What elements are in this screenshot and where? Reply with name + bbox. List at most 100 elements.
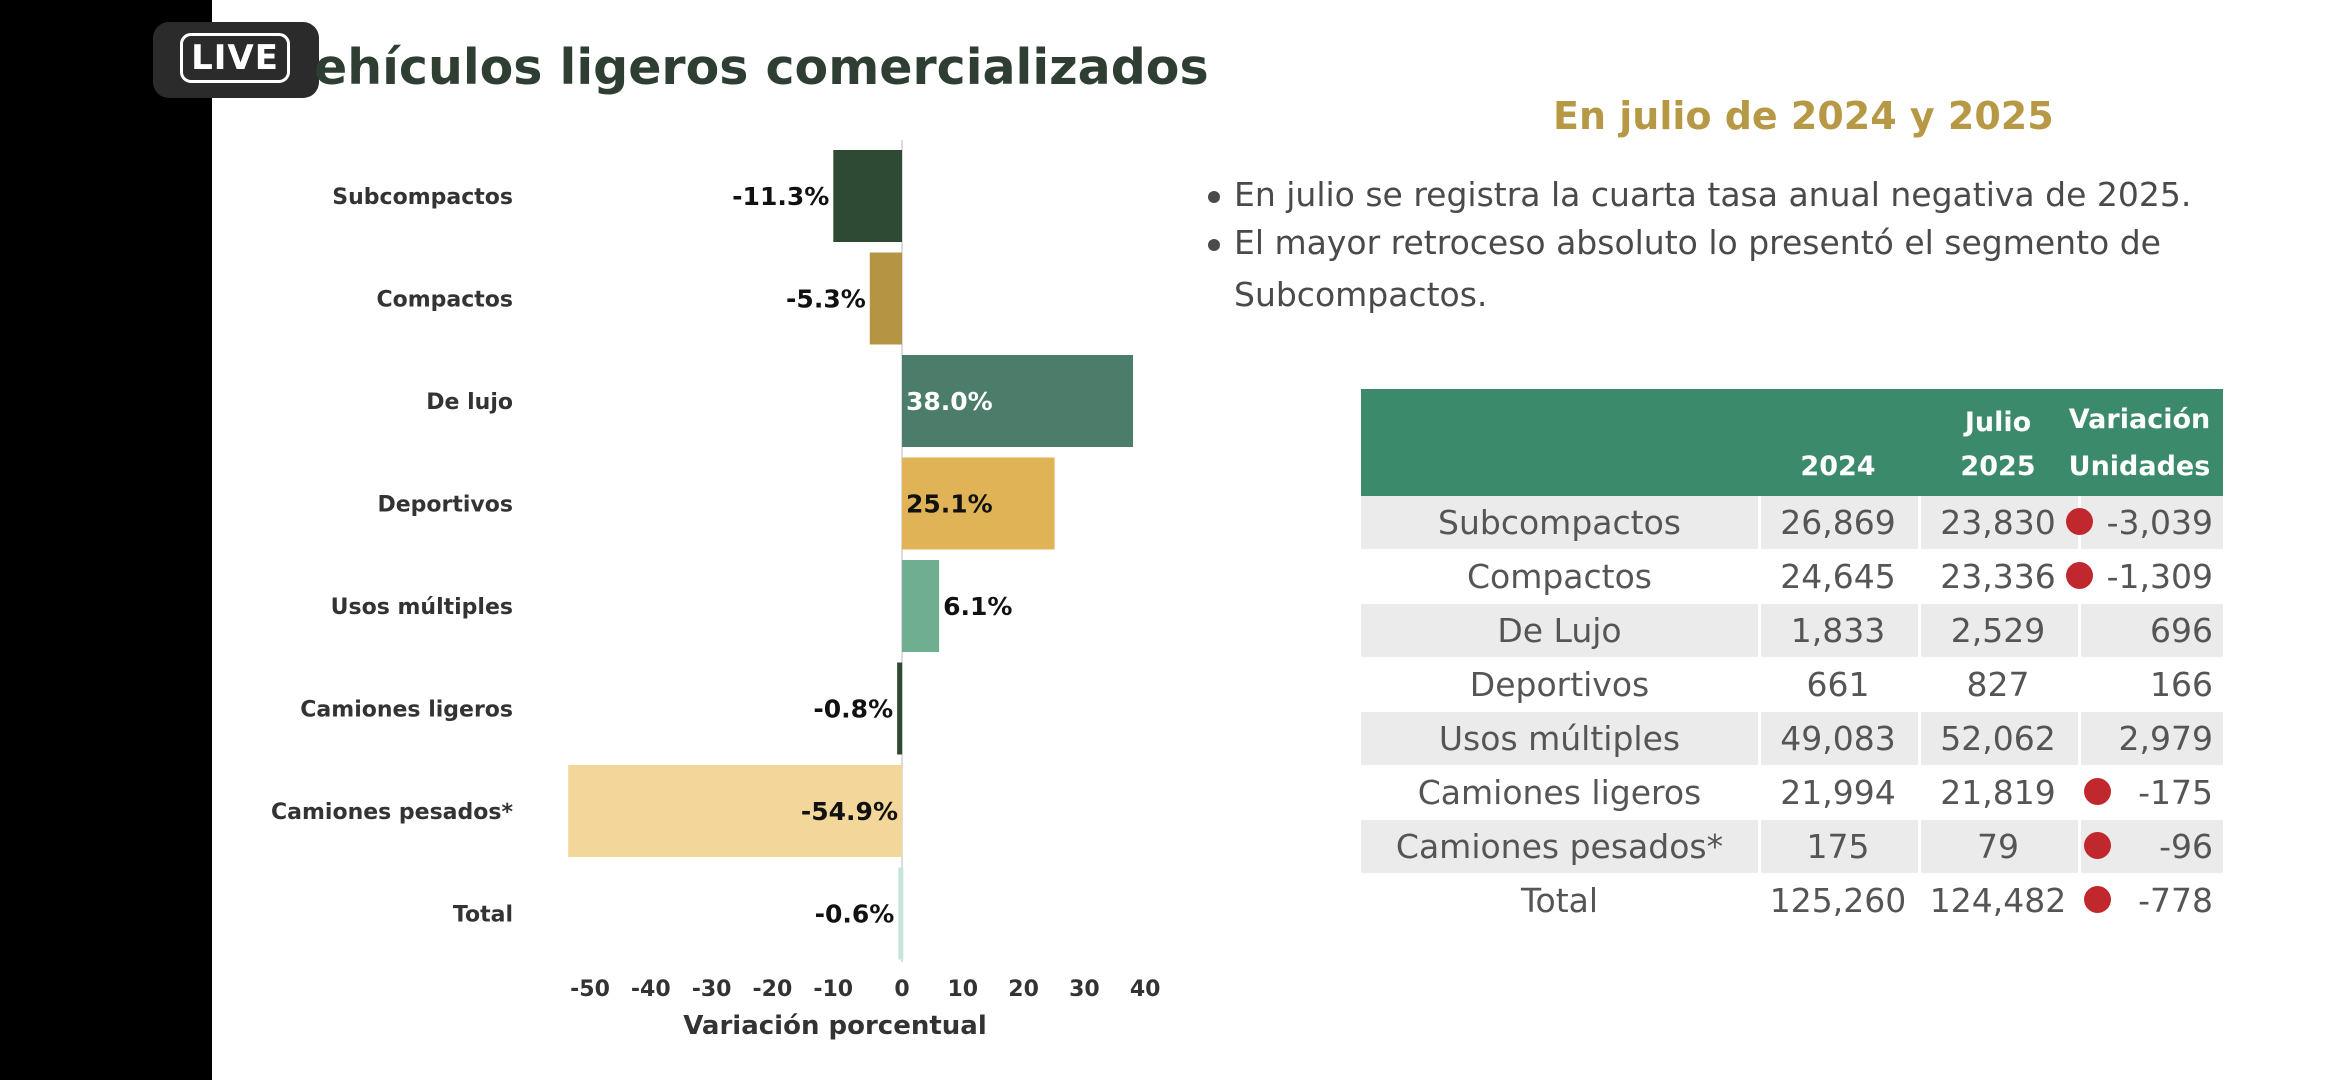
- row-value-2024: 26,869: [1780, 503, 1896, 542]
- row-value-2024: 175: [1806, 827, 1870, 866]
- column-separator: [2078, 820, 2081, 873]
- x-tick-label-1: -40: [631, 977, 671, 1002]
- row-value-2025: 21,819: [1940, 773, 2056, 812]
- category-label-7: Total: [453, 903, 513, 928]
- table-row: Compactos 24,645 23,336 -1,309: [1361, 550, 2223, 603]
- decrease-marker-icon: [2084, 778, 2111, 805]
- x-tick-label-0: -50: [570, 977, 610, 1002]
- column-separator: [1758, 658, 1761, 711]
- bar-3: [902, 457, 1055, 550]
- bar-4: [902, 560, 940, 652]
- table-row: Camiones pesados* 175 79 -96: [1361, 820, 2223, 873]
- bullet-dot-icon: [1208, 239, 1220, 251]
- live-badge-label: LIVE: [180, 33, 290, 83]
- row-variation: -175: [2138, 773, 2213, 812]
- column-separator: [2078, 712, 2081, 765]
- column-separator: [1918, 766, 1921, 819]
- row-name: Camiones ligeros: [1417, 773, 1702, 812]
- header-year-2024: 2024: [1800, 451, 1876, 482]
- row-value-2024: 49,083: [1780, 719, 1896, 758]
- row-variation: -1,309: [2106, 557, 2213, 596]
- bullet-2-text-line-2: Subcompactos.: [1234, 275, 1488, 314]
- value-label-7: -0.6%: [815, 900, 895, 929]
- column-separator: [1918, 550, 1921, 603]
- x-axis-title: Variación porcentual: [683, 1011, 987, 1041]
- category-label-3: Deportivos: [377, 493, 513, 518]
- column-separator: [1758, 766, 1761, 819]
- column-separator: [1918, 658, 1921, 711]
- table-row: Camiones ligeros 21,994 21,819 -175: [1361, 766, 2223, 819]
- bar-6: [568, 765, 902, 857]
- category-label-5: Camiones ligeros: [300, 698, 513, 723]
- row-variation: -3,039: [2106, 503, 2213, 542]
- x-tick-label-4: -10: [813, 977, 853, 1002]
- x-tick-label-2: -30: [692, 977, 732, 1002]
- row-variation: -778: [2138, 881, 2213, 920]
- row-name: Total: [1520, 881, 1599, 920]
- row-variation: 166: [2150, 665, 2213, 704]
- row-value-2024: 125,260: [1769, 881, 1907, 920]
- bar-0: [833, 150, 902, 242]
- column-separator: [1758, 820, 1761, 873]
- column-separator: [1918, 604, 1921, 657]
- live-badge[interactable]: LIVE: [153, 22, 319, 98]
- column-separator: [1758, 496, 1761, 549]
- x-tick-label-3: -20: [753, 977, 793, 1002]
- row-value-2025: 79: [1977, 827, 2019, 866]
- row-variation: 2,979: [2118, 719, 2213, 758]
- column-separator: [1758, 874, 1761, 927]
- column-separator: [1918, 820, 1921, 873]
- row-value-2025: 124,482: [1929, 881, 2067, 920]
- table-row: Subcompactos 26,869 23,830 -3,039: [1361, 496, 2223, 549]
- bar-7: [898, 867, 904, 960]
- value-label-6: -54.9%: [801, 797, 898, 826]
- category-label-2: De lujo: [426, 390, 513, 415]
- row-name: Deportivos: [1469, 665, 1650, 704]
- header-month: Julio: [1964, 407, 2032, 438]
- table-row: Total 125,260 124,482 -778: [1361, 874, 2223, 927]
- row-name: De Lujo: [1497, 611, 1622, 650]
- slide-subtitle: En julio de 2024 y 2025: [1553, 94, 2054, 138]
- category-label-6: Camiones pesados*: [271, 800, 513, 825]
- row-name: Usos múltiples: [1438, 719, 1681, 758]
- column-separator: [2078, 874, 2081, 927]
- row-name: Subcompactos: [1438, 503, 1681, 542]
- row-value-2025: 52,062: [1940, 719, 2056, 758]
- column-separator: [1758, 712, 1761, 765]
- value-label-5: -0.8%: [813, 695, 893, 724]
- column-separator: [1918, 874, 1921, 927]
- x-tick-label-6: 10: [947, 977, 978, 1002]
- table-row: De Lujo 1,833 2,529 696: [1361, 604, 2223, 657]
- category-label-0: Subcompactos: [332, 185, 513, 210]
- x-tick-label-9: 40: [1130, 977, 1161, 1002]
- decrease-marker-icon: [2084, 832, 2111, 859]
- slide-title: ehículos ligeros comercializados: [314, 39, 1209, 96]
- bar-5: [897, 662, 903, 755]
- column-separator: [1758, 604, 1761, 657]
- row-value-2025: 23,830: [1940, 503, 2056, 542]
- table-row: Usos múltiples 49,083 52,062 2,979: [1361, 712, 2223, 765]
- x-tick-label-8: 30: [1069, 977, 1100, 1002]
- row-value-2025: 23,336: [1940, 557, 2056, 596]
- decrease-marker-icon: [2066, 508, 2093, 535]
- x-tick-label-5: 0: [894, 977, 909, 1002]
- row-variation: -96: [2159, 827, 2213, 866]
- bullet-1-text: En julio se registra la cuarta tasa anua…: [1234, 175, 2192, 214]
- row-variation: 696: [2150, 611, 2213, 650]
- row-value-2024: 661: [1806, 665, 1870, 704]
- decrease-marker-icon: [2084, 886, 2111, 913]
- row-value-2024: 21,994: [1780, 773, 1896, 812]
- decrease-marker-icon: [2066, 562, 2093, 589]
- value-label-4: 6.1%: [943, 592, 1012, 621]
- header-variation: Variación: [2068, 404, 2211, 435]
- x-tick-label-7: 20: [1008, 977, 1039, 1002]
- bar-1: [869, 252, 902, 345]
- column-separator: [1918, 496, 1921, 549]
- value-label-3: 25.1%: [906, 490, 993, 519]
- value-label-0: -11.3%: [732, 182, 829, 211]
- column-separator: [2078, 766, 2081, 819]
- row-value-2025: 2,529: [1950, 611, 2046, 650]
- bullet-dot-icon: [1208, 191, 1220, 203]
- row-name: Compactos: [1466, 557, 1652, 596]
